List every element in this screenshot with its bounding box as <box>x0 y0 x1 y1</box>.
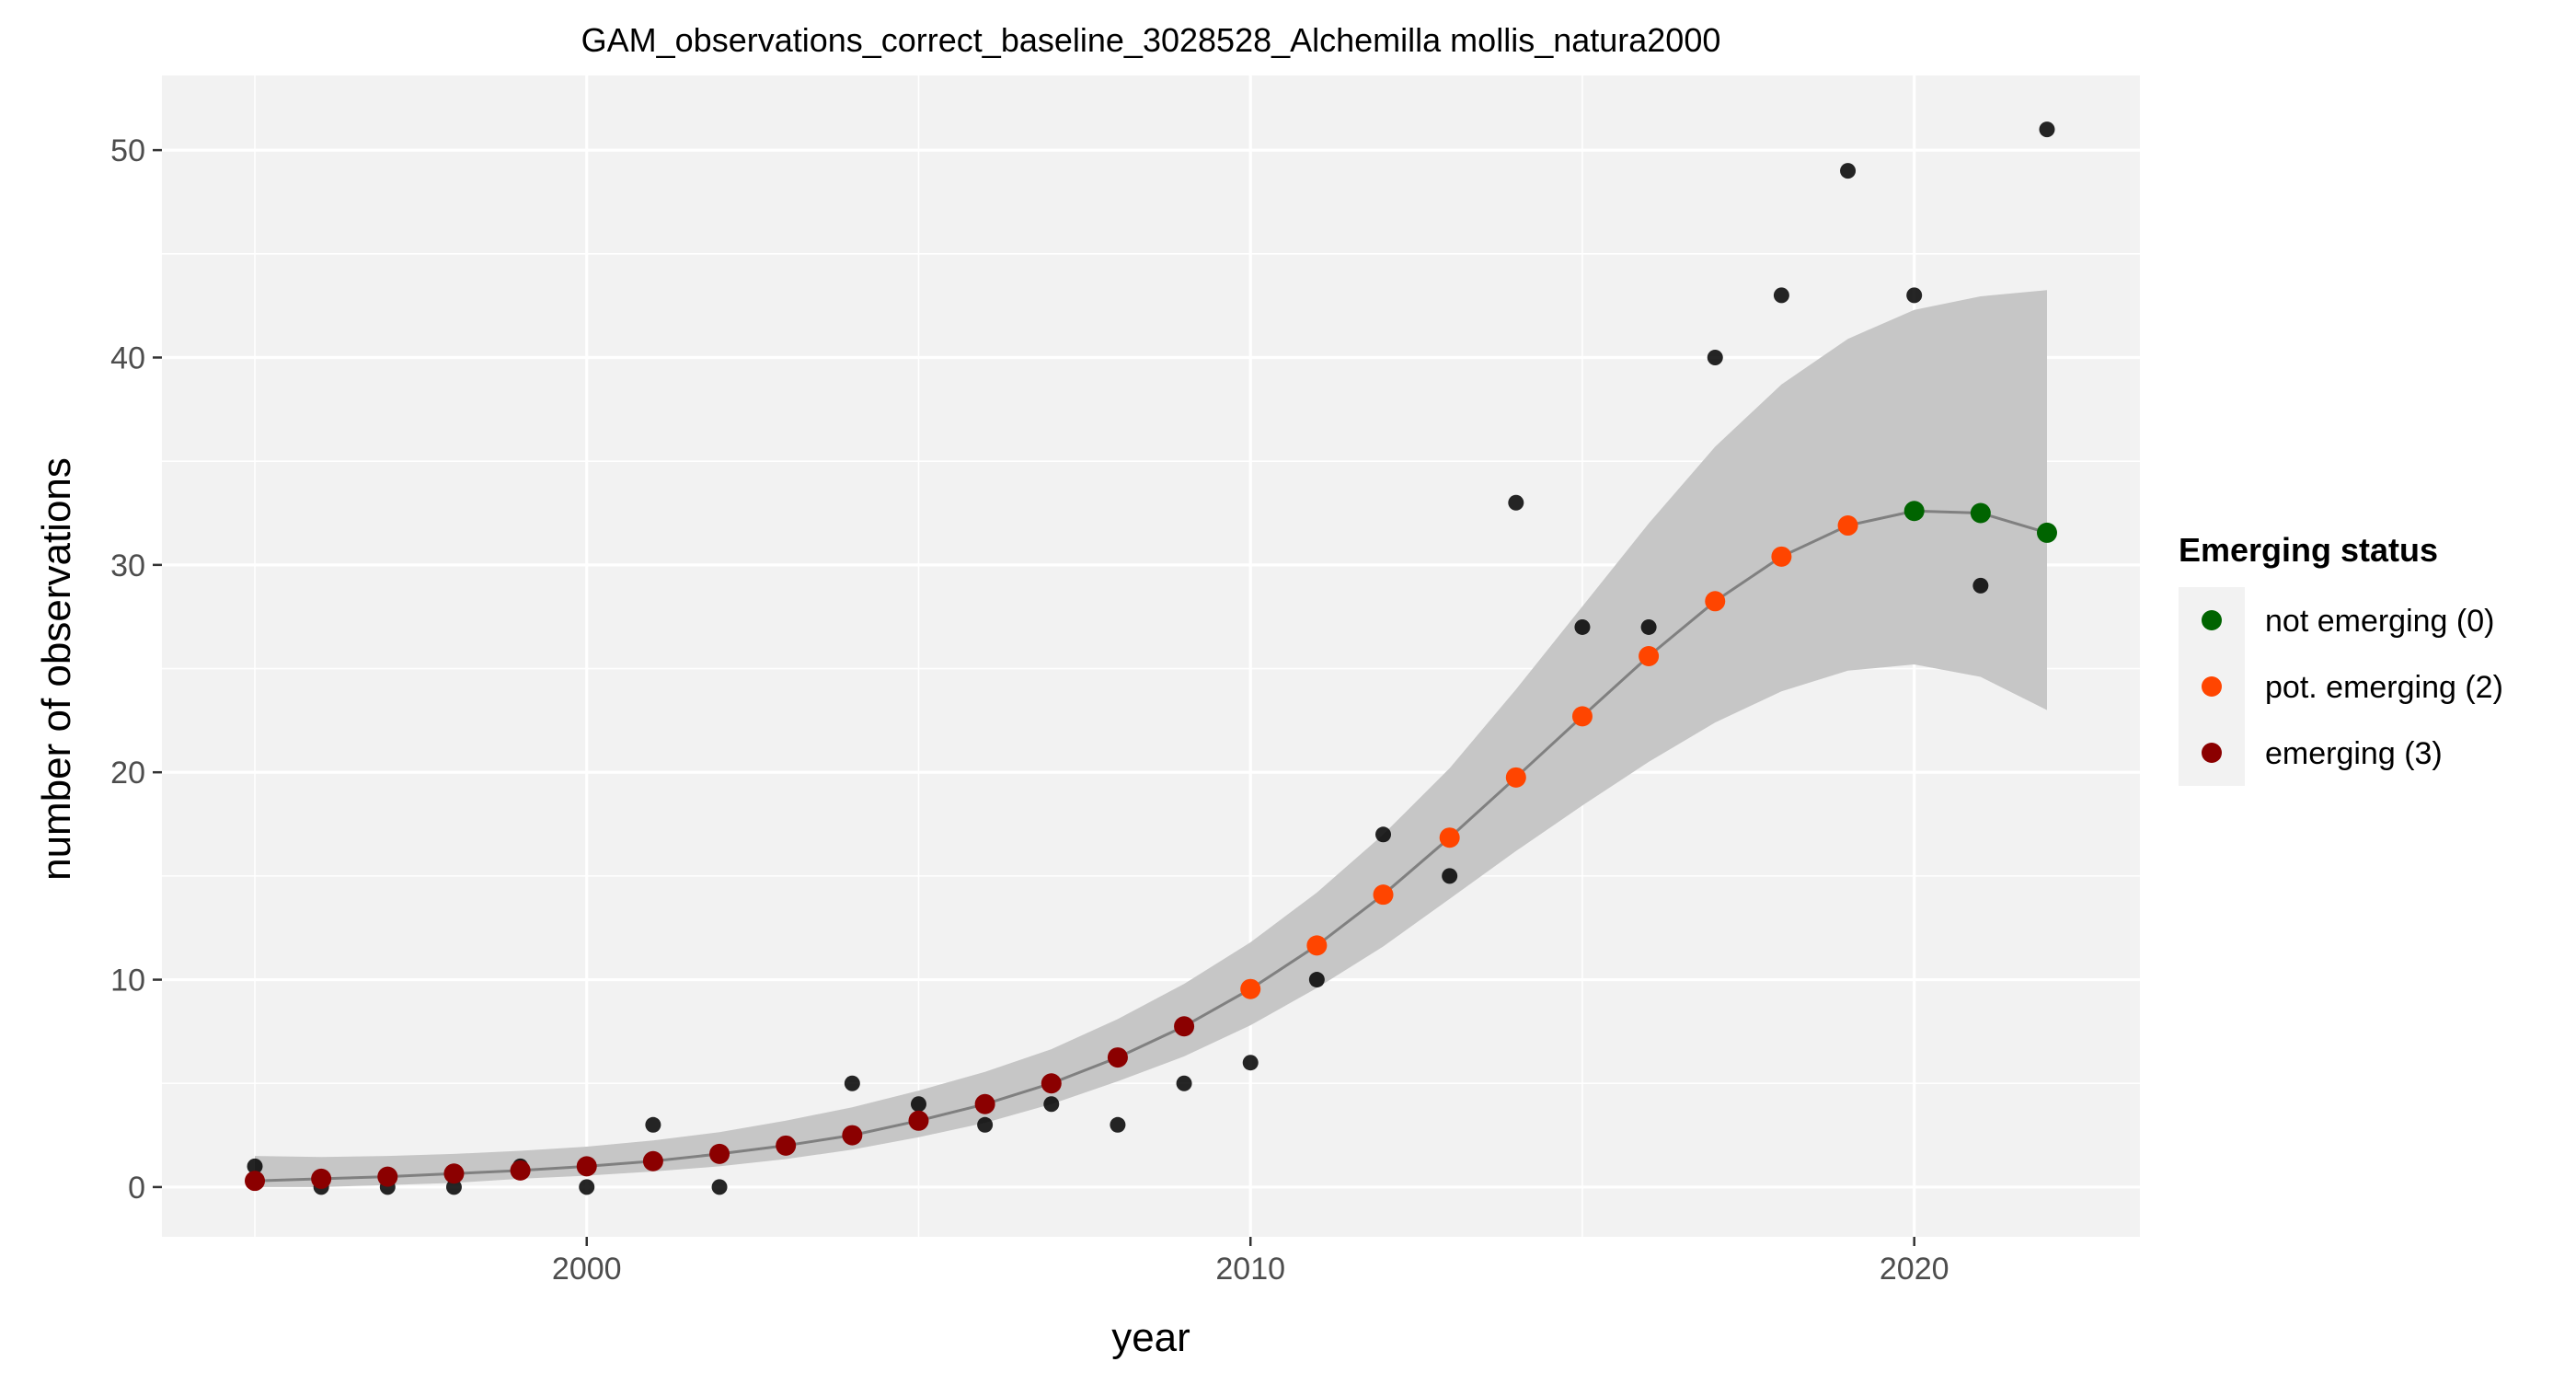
y-tick-label: 10 <box>110 964 145 998</box>
x-axis-label: year <box>1111 1315 1190 1360</box>
observation-point <box>445 1179 462 1195</box>
status-point <box>908 1110 929 1131</box>
status-points-layer <box>245 501 2057 1192</box>
observation-point <box>910 1096 926 1113</box>
confidence-band <box>255 290 2047 1187</box>
legend: Emerging status not emerging (0) pot. eme… <box>2179 531 2503 786</box>
observation-point <box>1176 1075 1192 1091</box>
legend-label: not emerging (0) <box>2265 604 2494 639</box>
y-axis-label: number of observations <box>34 457 79 881</box>
axes: 0 10 20 30 40 50 2000 2010 2020 <box>110 133 1949 1287</box>
y-tick-label: 30 <box>110 548 145 583</box>
status-point <box>1306 935 1328 956</box>
status-point <box>1705 591 1726 612</box>
observation-point <box>1640 618 1657 635</box>
observation-point <box>1906 287 1923 304</box>
x-tick-label: 2000 <box>552 1252 622 1287</box>
status-point <box>510 1160 531 1181</box>
grid-lines <box>162 75 2140 1237</box>
status-point <box>1439 827 1460 848</box>
observation-point <box>1308 972 1325 988</box>
status-point <box>842 1125 863 1146</box>
observation-point <box>1773 287 1789 304</box>
status-point <box>1373 884 1394 906</box>
observation-point <box>977 1116 994 1133</box>
y-tick-label: 50 <box>110 133 145 168</box>
status-point <box>1107 1047 1128 1068</box>
status-point <box>1505 767 1526 788</box>
y-tick-label: 0 <box>128 1171 145 1206</box>
status-point <box>2036 522 2057 543</box>
legend-entries: not emerging (0) pot. emerging (2) emergin… <box>2202 604 2503 771</box>
status-point <box>1837 515 1858 537</box>
status-point <box>576 1156 597 1177</box>
legend-label: emerging (3) <box>2265 736 2443 771</box>
status-point <box>1041 1073 1062 1094</box>
legend-label: pot. emerging (2) <box>2265 670 2503 705</box>
observation-point <box>1375 826 1392 843</box>
observation-point <box>1242 1055 1259 1071</box>
observation-point <box>1442 868 1458 884</box>
y-tick-label: 20 <box>110 756 145 791</box>
observation-point <box>1508 494 1524 511</box>
x-tick-label: 2020 <box>1880 1252 1949 1287</box>
status-point <box>642 1150 663 1171</box>
observation-point <box>2039 121 2055 138</box>
status-point <box>1970 502 1991 524</box>
status-point <box>974 1093 995 1114</box>
observation-point <box>1574 618 1591 635</box>
confidence-band-layer <box>255 290 2047 1187</box>
observation-point <box>844 1075 860 1091</box>
observation-point <box>1840 163 1857 179</box>
status-point <box>1240 978 1261 999</box>
chart-title: GAM_observations_correct_baseline_302852… <box>581 21 1721 59</box>
observation-point <box>579 1179 595 1195</box>
legend-key <box>2202 676 2222 697</box>
fit-line <box>254 509 2048 1183</box>
observation-point <box>1972 577 1989 594</box>
status-point <box>245 1171 266 1192</box>
status-point <box>311 1168 332 1189</box>
status-point <box>1903 501 1925 522</box>
observation-point <box>711 1179 728 1195</box>
observation-point <box>1707 349 1723 365</box>
legend-title: Emerging status <box>2179 531 2438 569</box>
observation-point <box>645 1116 661 1133</box>
status-point <box>1771 546 1792 567</box>
status-point <box>1639 646 1660 666</box>
observation-point <box>1043 1096 1060 1113</box>
x-tick-label: 2010 <box>1215 1252 1285 1287</box>
observation-point <box>247 1158 263 1174</box>
fit-line-layer <box>254 509 2048 1183</box>
status-point <box>443 1163 465 1184</box>
status-point <box>1174 1016 1195 1037</box>
observation-point <box>1110 1116 1126 1133</box>
legend-key <box>2202 610 2222 630</box>
status-point <box>709 1143 730 1164</box>
legend-key <box>2202 743 2222 763</box>
y-tick-label: 40 <box>110 340 145 375</box>
status-point <box>1571 706 1593 727</box>
status-point <box>776 1135 797 1156</box>
status-point <box>377 1166 398 1187</box>
